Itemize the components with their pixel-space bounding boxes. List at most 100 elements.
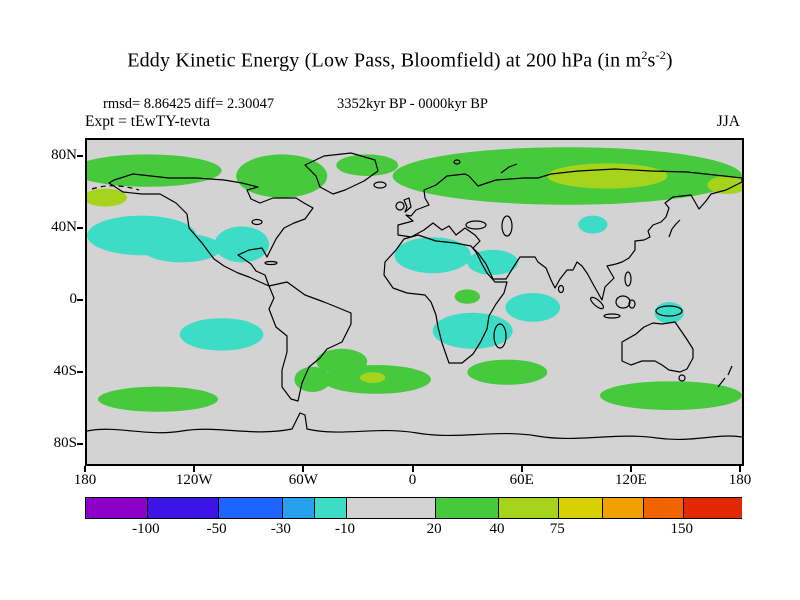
title-superscript-2: 2 xyxy=(641,48,648,62)
title-unit-s: s xyxy=(647,49,656,72)
colorbar xyxy=(85,497,742,519)
experiment-row: Expt = tEwTY-tevta JJA xyxy=(85,113,740,131)
coastline-australia xyxy=(621,321,694,373)
coastline-greenland xyxy=(304,152,379,195)
colorbar-segment xyxy=(642,498,684,518)
colorbar-tick-label: -50 xyxy=(206,521,227,537)
colorbar-segment xyxy=(217,498,283,518)
y-axis-tick xyxy=(77,442,83,445)
coastline-north-america xyxy=(108,173,314,287)
colorbar-segment xyxy=(346,498,437,518)
coastline-new-zealand-north xyxy=(727,365,733,376)
anomaly-region xyxy=(467,359,548,385)
coastline-java xyxy=(603,313,621,319)
map-plot xyxy=(85,138,744,466)
anomaly-region xyxy=(578,215,608,234)
coastline-britain xyxy=(403,197,412,213)
anomaly-region xyxy=(87,154,222,187)
colorbar-segment xyxy=(281,498,315,518)
anomaly-region xyxy=(87,188,127,207)
y-tick-label: 40N xyxy=(51,219,77,235)
colorbar-tick-label: -30 xyxy=(270,521,291,537)
season-label: JJA xyxy=(716,113,740,130)
colorbar-labels: -100 -50 -30 -10 20 40 75 150 xyxy=(85,521,740,541)
coastline-philippines xyxy=(624,271,632,287)
coastline-new-guinea xyxy=(655,305,683,317)
anomaly-region xyxy=(454,289,480,304)
coastline-new-zealand-south xyxy=(717,377,726,388)
x-axis-tick xyxy=(302,466,305,472)
colorbar-segment xyxy=(435,498,499,518)
y-tick-label: 80N xyxy=(51,147,77,163)
x-axis-tick xyxy=(84,466,86,472)
x-tick-label: 60E xyxy=(509,472,534,488)
y-axis-tick xyxy=(77,370,83,373)
x-tick-label: 120E xyxy=(614,472,647,488)
colorbar-segment xyxy=(682,498,742,518)
anomaly-region xyxy=(707,176,742,194)
coastline-japan xyxy=(668,219,681,238)
colorbar-segment xyxy=(86,498,147,518)
coastline-black-sea xyxy=(465,220,487,230)
coastline-borneo xyxy=(615,295,631,309)
x-tick-label: 120W xyxy=(175,472,213,488)
stats-row: rmsd= 8.86425 diff= 2.30047 3352kyr BP -… xyxy=(85,96,740,114)
anomaly-region xyxy=(294,366,331,392)
coastline-svalbard xyxy=(453,159,461,165)
coastline-south-america xyxy=(268,281,352,402)
anomaly-region xyxy=(214,226,269,263)
page-title: Eddy Kinetic Energy (Low Pass, Bloomfiel… xyxy=(0,48,800,73)
anomaly-region xyxy=(179,318,264,351)
coastline-novaya-zemlya xyxy=(500,163,518,174)
colorbar-tick-label: 20 xyxy=(426,521,442,537)
x-tick-label: 0 xyxy=(408,472,417,488)
coastline-cuba xyxy=(264,260,278,266)
coastline-caspian-sea xyxy=(501,215,513,237)
anomaly-layer xyxy=(87,147,742,412)
anomaly-region xyxy=(547,163,668,189)
y-tick-label: 0 xyxy=(69,291,78,307)
experiment-label: Expt = tEwTY-tevta xyxy=(85,113,210,130)
x-axis-tick xyxy=(739,466,741,472)
dashed-negative-contour xyxy=(91,185,140,191)
title-superscript-minus2: -2 xyxy=(655,48,666,62)
x-tick-label: 180 xyxy=(73,472,97,488)
anomaly-region xyxy=(336,154,399,176)
colorbar-tick-label: -100 xyxy=(132,521,160,537)
coastline-sri-lanka xyxy=(557,284,565,294)
x-axis-tick xyxy=(629,466,632,472)
colorbar-segment xyxy=(558,498,604,518)
colorbar-tick-label: 150 xyxy=(670,521,693,537)
x-tick-label: 180 xyxy=(728,472,752,488)
coastlines-layer xyxy=(87,152,742,441)
x-axis-tick xyxy=(520,466,523,472)
coastline-tasmania xyxy=(678,374,686,382)
y-tick-label: 40S xyxy=(53,362,77,379)
colorbar-tick-label: -10 xyxy=(335,521,356,537)
x-axis-tick xyxy=(193,466,196,472)
x-tick-label: 60W xyxy=(288,472,318,488)
world-map-svg xyxy=(87,147,742,441)
colorbar-tick-label: 40 xyxy=(489,521,505,537)
coastline-sumatra xyxy=(589,296,605,310)
anomaly-region xyxy=(505,293,561,322)
y-axis-tick xyxy=(77,299,83,301)
y-axis-tick xyxy=(77,227,83,229)
coastline-ireland xyxy=(395,201,405,211)
colorbar-segment xyxy=(602,498,644,518)
colorbar-segment xyxy=(146,498,219,518)
colorbar-segment xyxy=(497,498,560,518)
anomaly-region xyxy=(98,386,218,412)
colorbar-tick-label: 75 xyxy=(549,521,565,537)
colorbar-segment xyxy=(313,498,348,518)
coastline-eurasia xyxy=(397,168,742,301)
y-axis-tick xyxy=(77,155,83,157)
title-text: Eddy Kinetic Energy (Low Pass, Bloomfiel… xyxy=(127,49,642,72)
title-close-paren: ) xyxy=(665,49,673,72)
anomaly-region xyxy=(141,233,222,263)
rmsd-diff-stats: rmsd= 8.86425 diff= 2.30047 xyxy=(103,96,275,112)
anomaly-region xyxy=(600,381,742,410)
period-label: 3352kyr BP - 0000kyr BP xyxy=(337,96,488,112)
anomaly-region xyxy=(360,372,386,383)
